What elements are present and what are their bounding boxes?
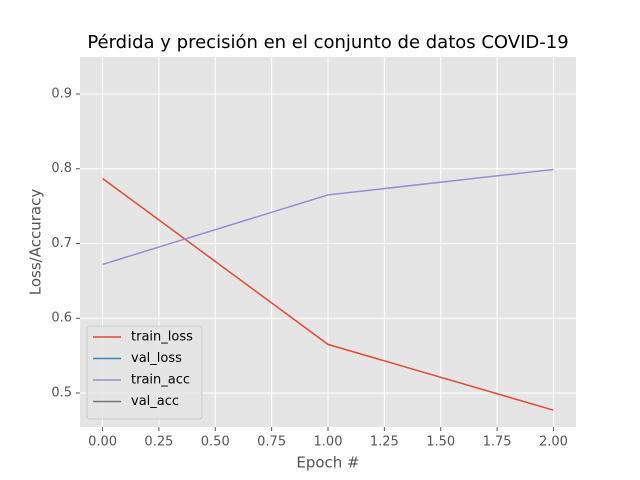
y-tick-label: 0.6 (51, 311, 72, 326)
legend-label: train_acc (131, 373, 190, 388)
x-tick-label: 0.50 (201, 435, 230, 450)
chart-title: Pérdida y precisión en el conjunto de da… (87, 32, 568, 53)
x-tick-label: 1.00 (314, 435, 343, 450)
line-series (102, 168, 554, 266)
legend-label: val_acc (131, 394, 179, 409)
y-tick-label: 0.5 (51, 385, 72, 400)
legend-label: val_loss (131, 351, 182, 366)
legend-label: train_loss (131, 330, 193, 345)
legend-box (86, 325, 203, 420)
line-series (102, 177, 554, 411)
x-tick-label: 1.75 (483, 435, 512, 450)
y-tick-label: 0.7 (51, 236, 72, 251)
x-axis-label: Epoch # (296, 454, 359, 472)
y-axis-label: Loss/Accuracy (27, 189, 45, 296)
x-tick-label: 1.25 (370, 435, 399, 450)
x-tick-label: 0.25 (144, 435, 173, 450)
x-tick-label: 1.50 (426, 435, 455, 450)
x-tick-label: 0.75 (257, 435, 286, 450)
y-tick-label: 0.8 (51, 161, 72, 176)
y-tick-label: 0.9 (51, 87, 72, 102)
x-tick-label: 0.00 (88, 435, 117, 450)
x-tick-label: 2.00 (539, 435, 568, 450)
